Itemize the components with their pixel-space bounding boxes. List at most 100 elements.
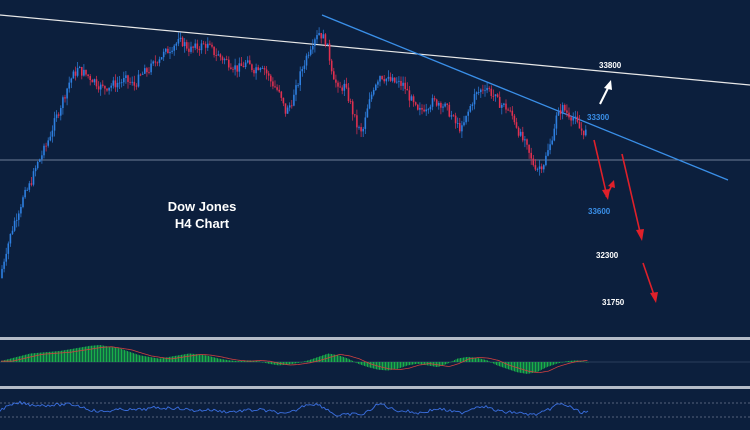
oscillator-bar — [187, 353, 188, 362]
oscillator-bar — [356, 362, 358, 364]
oscillator-bar — [491, 362, 493, 363]
oscillator-bar — [61, 350, 62, 362]
candle-body — [177, 39, 180, 44]
candle-body — [173, 45, 175, 51]
oscillator-bar — [293, 362, 295, 364]
oscillator-bar — [373, 362, 374, 369]
candle-body — [156, 62, 159, 64]
oscillator-bar — [283, 362, 284, 365]
level-label-33800: 33800 — [599, 61, 622, 70]
candle-body — [484, 90, 486, 92]
candle-body — [45, 145, 47, 147]
oscillator-bar — [76, 348, 77, 362]
candle-body — [387, 76, 390, 79]
candle-body — [110, 85, 112, 88]
candle-body — [198, 48, 201, 51]
oscillator-bar — [424, 362, 425, 365]
oscillator-bar — [565, 361, 566, 362]
candle-body — [585, 129, 587, 136]
candle-body — [272, 81, 274, 87]
oscillator-bar — [68, 349, 70, 362]
candle-body — [43, 145, 45, 156]
oscillator-bar — [131, 352, 133, 362]
oscillator-bar — [163, 357, 164, 362]
candle-body — [442, 106, 444, 108]
oscillator-bar — [208, 355, 209, 362]
oscillator-bar — [508, 362, 509, 370]
candle-body — [419, 107, 421, 110]
oscillator-bar — [62, 350, 64, 362]
oscillator-bar — [169, 356, 170, 362]
oscillator-bar — [418, 362, 419, 364]
candle-body — [133, 81, 136, 86]
candle-body — [7, 243, 10, 254]
oscillator-bar — [215, 357, 217, 362]
oscillator-bar — [499, 362, 500, 367]
oscillator-bar — [166, 357, 167, 362]
oscillator-bar — [557, 362, 559, 364]
oscillator-bar — [496, 362, 497, 366]
oscillator-bar — [278, 362, 280, 366]
level-label-31750: 31750 — [602, 298, 625, 307]
candle-body — [246, 60, 249, 63]
oscillator-bar — [487, 360, 488, 362]
oscillator-bar — [530, 362, 532, 374]
oscillator-bar — [332, 354, 334, 362]
candle-body — [219, 54, 222, 58]
oscillator-bar — [127, 351, 128, 362]
candle-body — [446, 103, 448, 105]
candle-body — [286, 107, 289, 114]
oscillator-bar — [49, 351, 50, 362]
oscillator-bar — [94, 345, 95, 362]
oscillator-bar — [125, 350, 127, 362]
oscillator-bar — [241, 360, 242, 362]
candles-group — [1, 27, 587, 279]
oscillator-bar — [146, 356, 148, 362]
oscillator-bar — [86, 346, 88, 362]
oscillator-bar — [313, 358, 314, 362]
candle-body — [557, 110, 560, 116]
oscillator-bar — [529, 362, 530, 374]
candle-body — [314, 39, 316, 47]
candle-body — [24, 189, 26, 198]
oscillator-bar — [202, 354, 203, 362]
candle-body — [167, 48, 169, 54]
candle-body — [175, 43, 178, 46]
oscillator-bar — [214, 357, 215, 362]
oscillator-bar — [79, 347, 80, 362]
oscillator-bar — [533, 362, 535, 373]
candle-body — [242, 65, 245, 68]
oscillator-bar — [335, 354, 337, 362]
candle-body — [291, 105, 293, 107]
candle-body — [345, 83, 348, 88]
oscillator-bar — [220, 358, 221, 362]
oscillator-bar — [410, 362, 412, 365]
candle-body — [473, 94, 476, 105]
oscillator-bar — [107, 346, 109, 362]
arrow-up-white — [599, 80, 612, 105]
candle-body — [404, 82, 406, 89]
candle-body — [488, 87, 490, 89]
oscillator-bar — [524, 362, 526, 374]
oscillator-bar — [464, 357, 466, 362]
candle-body — [81, 66, 83, 76]
oscillator-bar — [32, 353, 34, 362]
oscillator-bar — [11, 358, 13, 362]
oscillator-bar — [559, 362, 560, 363]
candle-body — [141, 73, 144, 75]
candle-body — [440, 102, 442, 108]
oscillator-bar — [553, 362, 554, 365]
candle-body — [398, 80, 400, 82]
oscillator-bar — [89, 345, 91, 362]
arrow-down-red-2 — [621, 153, 644, 241]
candle-body — [57, 114, 60, 116]
candle-body — [181, 37, 184, 47]
candle-body — [555, 115, 558, 129]
oscillator-bar — [284, 362, 286, 365]
oscillator-bar — [554, 362, 556, 365]
candle-body — [259, 68, 262, 71]
oscillator-bar — [542, 362, 544, 370]
candle-body — [62, 97, 64, 109]
oscillator-bar — [569, 360, 571, 362]
